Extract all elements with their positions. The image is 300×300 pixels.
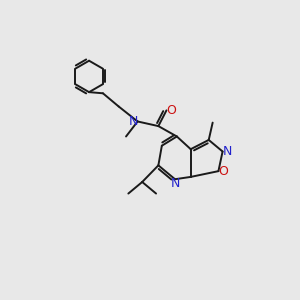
Text: N: N — [170, 177, 180, 190]
Text: N: N — [223, 145, 232, 158]
Text: O: O — [167, 104, 176, 117]
Text: O: O — [219, 165, 228, 178]
Text: N: N — [129, 115, 138, 128]
